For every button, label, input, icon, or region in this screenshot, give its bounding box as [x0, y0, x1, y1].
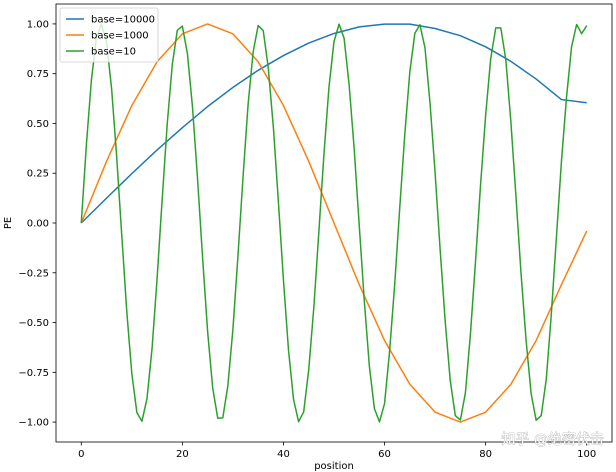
y-axis-label: PE	[3, 217, 14, 229]
watermark: 知乎 @绝密伏击	[502, 431, 604, 448]
legend-label-1: base=1000	[91, 31, 149, 42]
series-layer	[80, 23, 588, 423]
y-tick-label: −1.00	[18, 418, 49, 429]
x-tick-label: 60	[378, 449, 391, 460]
series-line-2	[80, 23, 588, 423]
plot-clip-group	[80, 23, 588, 423]
x-tick-label: 20	[176, 449, 189, 460]
legend-label-0: base=10000	[91, 15, 155, 26]
legend-box	[59, 7, 159, 63]
y-tick-label: 1.00	[27, 19, 49, 30]
series-line-1	[80, 23, 588, 423]
y-tick-label: 0.75	[27, 69, 49, 80]
x-tick-label: 0	[78, 449, 84, 460]
y-tick-label: −0.75	[18, 368, 49, 379]
x-tick-label: 40	[277, 449, 290, 460]
legend-label-2: base=10	[91, 47, 136, 58]
x-tick-label: 80	[479, 449, 492, 460]
x-tick-label: 100	[577, 449, 596, 460]
legend: base=10000 base=1000 base=10	[59, 7, 159, 63]
y-axis-ticks: 1.00 0.75 0.50 0.25 0.00 −0.25 −0.50 −0.75 −1.00	[18, 19, 56, 429]
y-tick-label: −0.25	[18, 268, 49, 279]
y-tick-label: 0.25	[27, 169, 49, 180]
y-tick-label: −0.50	[18, 318, 49, 329]
y-tick-label: 0.50	[27, 119, 49, 130]
x-axis-label: position	[314, 461, 354, 472]
y-tick-label: 0.00	[27, 219, 49, 230]
x-axis-ticks: 0 20 40 60 80 100	[78, 442, 596, 460]
